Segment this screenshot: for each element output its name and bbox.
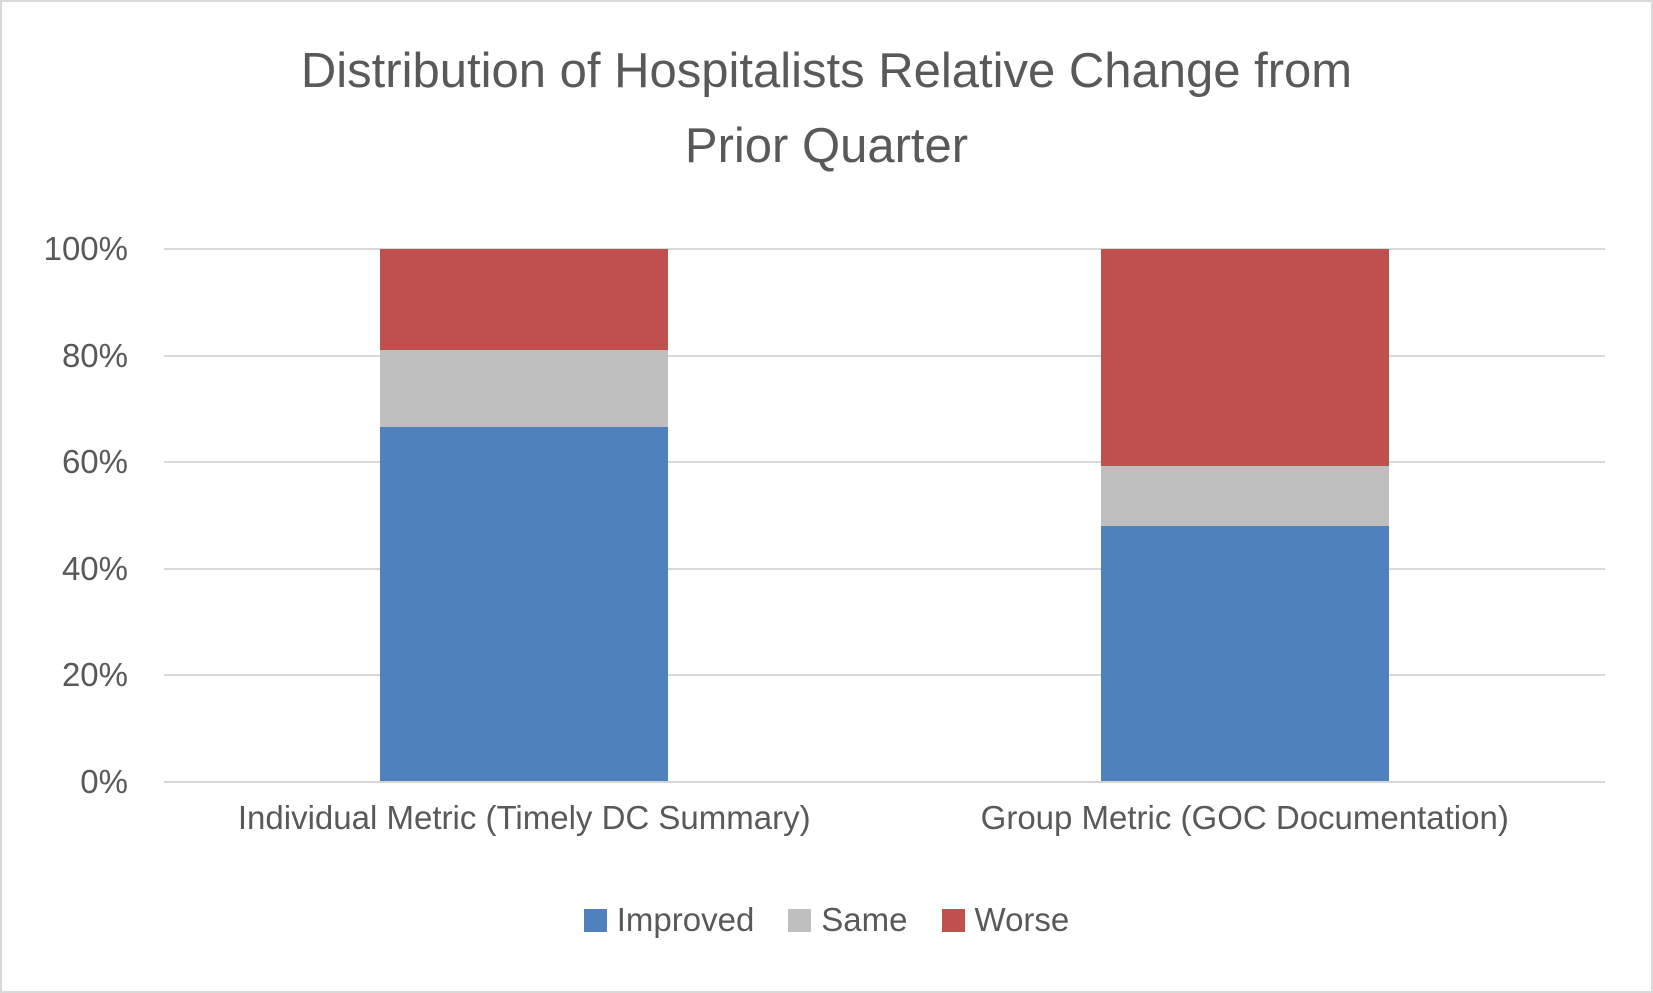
x-axis-label-1: Individual Metric (Timely DC Summary) — [237, 799, 811, 836]
gridline-60 — [164, 461, 1605, 464]
gridline-100 — [164, 248, 1605, 250]
legend-swatch-worse-icon — [941, 908, 965, 932]
chart-title-line-1: Distribution of Hospitalists Relative Ch… — [300, 44, 1353, 98]
legend-label-worse: Worse — [974, 901, 1070, 938]
gridline-20 — [164, 674, 1605, 677]
bar-stack-1 — [380, 249, 669, 782]
bar-segment-improved-2 — [1100, 525, 1389, 782]
gridline-80 — [164, 354, 1605, 357]
bar-segment-same-2 — [1100, 466, 1389, 526]
y-tick-label-60: 60% — [61, 443, 128, 481]
plot-area — [164, 248, 1605, 783]
legend-swatch-improved-icon — [583, 908, 607, 932]
gridline-40 — [164, 567, 1605, 570]
chart-title: Distribution of Hospitalists Relative Ch… — [2, 34, 1651, 184]
y-tick-label-40: 40% — [61, 549, 128, 587]
y-axis: 0% 20% 40% 60% 80% 100% — [2, 230, 142, 800]
legend: Improved Same Worse — [2, 898, 1651, 942]
bar-stack-2 — [1100, 249, 1389, 782]
bar-segment-worse-2 — [1100, 249, 1389, 467]
bar-segment-same-1 — [380, 350, 669, 427]
legend-item-improved: Improved — [583, 898, 755, 942]
bar-segment-improved-1 — [380, 426, 669, 782]
y-tick-label-20: 20% — [61, 656, 128, 694]
y-tick-label-80: 80% — [61, 336, 128, 374]
legend-item-same: Same — [788, 898, 908, 942]
legend-item-worse: Worse — [941, 898, 1070, 942]
bar-segment-worse-1 — [380, 249, 669, 351]
x-axis: Individual Metric (Timely DC Summary) Gro… — [164, 794, 1605, 850]
legend-label-improved: Improved — [616, 901, 755, 938]
legend-swatch-same-icon — [788, 908, 812, 932]
x-axis-label-2: Group Metric (GOC Documentation) — [980, 799, 1509, 836]
y-tick-label-0: 0% — [80, 763, 128, 800]
y-tick-label-100: 100% — [43, 230, 128, 267]
legend-label-same: Same — [821, 901, 908, 938]
chart-title-line-2: Prior Quarter — [684, 119, 969, 173]
x-axis-baseline — [164, 781, 1605, 783]
